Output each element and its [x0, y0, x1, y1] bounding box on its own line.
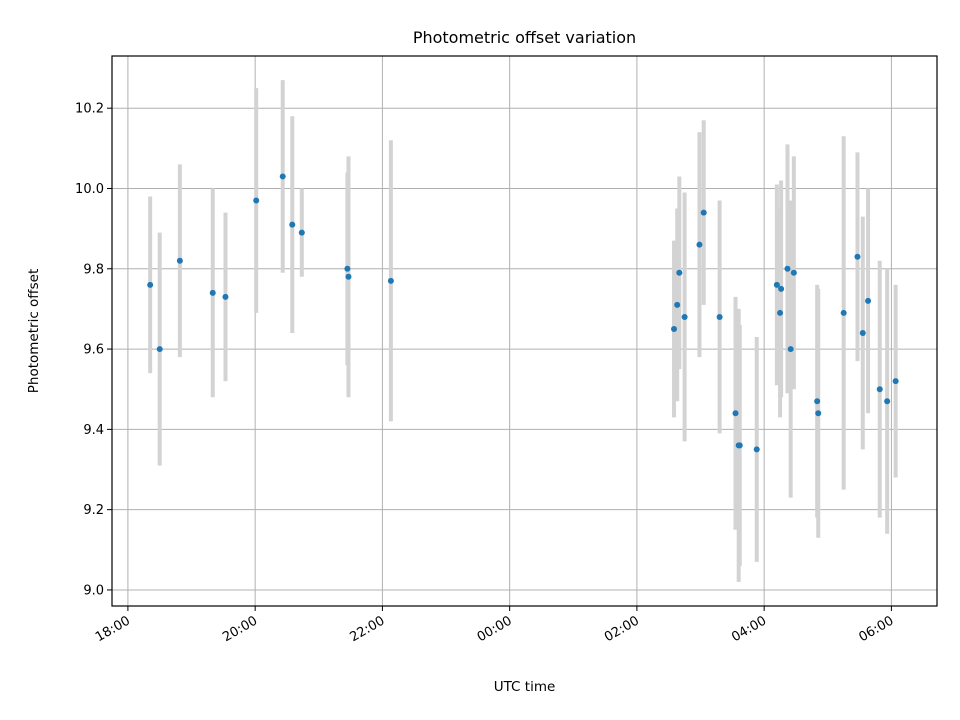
data-point: [892, 378, 899, 385]
data-point: [289, 221, 296, 228]
x-axis-ticks: 18:00 20:00 22:00 00:00 02:00 04:00 06:00: [93, 606, 896, 645]
data-point: [696, 241, 703, 248]
x-axis-label: UTC time: [494, 679, 556, 695]
data-point: [147, 281, 154, 288]
data-point: [777, 309, 784, 316]
data-points: [147, 173, 899, 453]
data-point: [753, 446, 760, 453]
y-axis-label: Photometric offset: [26, 269, 42, 393]
y-tick-label: 9.0: [83, 583, 104, 598]
x-tick-label: 06:00: [856, 613, 896, 645]
x-tick-label: 04:00: [729, 613, 769, 645]
y-tick-label: 9.8: [83, 262, 104, 277]
data-point: [387, 277, 394, 284]
data-point: [298, 229, 305, 236]
plot-frame: [111, 55, 938, 607]
y-tick-label: 9.4: [83, 423, 104, 438]
data-point: [790, 269, 797, 276]
x-tick-label: 02:00: [602, 613, 642, 645]
x-tick-label: 18:00: [93, 613, 133, 645]
data-point: [279, 173, 286, 180]
data-point: [732, 410, 739, 417]
data-point: [884, 398, 891, 405]
data-point: [815, 410, 822, 417]
x-tick-label: 00:00: [475, 613, 515, 645]
data-point: [253, 197, 260, 204]
x-tick-label: 22:00: [347, 613, 387, 645]
data-point: [840, 309, 847, 316]
data-point: [700, 209, 707, 216]
data-point: [222, 293, 229, 300]
y-tick-label: 9.2: [83, 503, 104, 518]
y-axis-ticks: 9.0 9.2 9.4 9.6 9.8 10.0 10.2: [75, 102, 112, 598]
y-tick-label: 10.2: [75, 102, 104, 117]
chart-title: Photometric offset variation: [413, 28, 636, 47]
data-point: [854, 253, 861, 260]
data-point: [876, 386, 883, 393]
grid-lines: [112, 56, 937, 606]
data-point: [344, 265, 351, 272]
data-point: [676, 269, 683, 276]
y-tick-label: 10.0: [75, 182, 104, 197]
data-point: [859, 330, 866, 337]
data-point: [778, 285, 785, 292]
data-point: [865, 297, 872, 304]
data-point: [814, 398, 821, 405]
y-tick-label: 9.6: [83, 343, 104, 358]
data-point: [345, 273, 352, 280]
data-point: [209, 289, 216, 296]
data-point: [674, 301, 681, 308]
data-point: [784, 265, 791, 272]
data-point: [156, 346, 163, 353]
data-point: [671, 325, 678, 332]
data-point: [716, 313, 723, 320]
data-point: [787, 346, 794, 353]
data-point: [773, 281, 780, 288]
data-point: [681, 313, 688, 320]
data-point: [176, 257, 183, 264]
x-tick-label: 20:00: [220, 613, 260, 645]
data-point: [736, 442, 743, 449]
error-bars: [148, 80, 898, 582]
